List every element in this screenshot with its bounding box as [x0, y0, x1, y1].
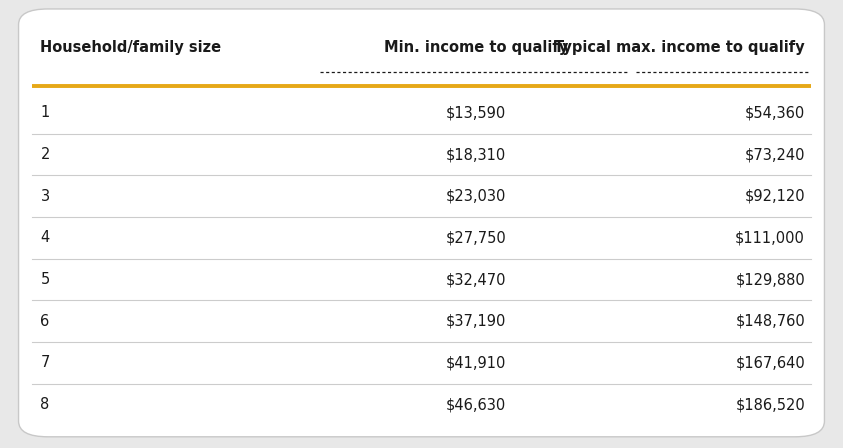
- Text: $27,750: $27,750: [446, 230, 507, 246]
- Text: Min. income to qualify: Min. income to qualify: [384, 39, 568, 55]
- Text: $46,630: $46,630: [446, 397, 507, 412]
- Text: $13,590: $13,590: [446, 105, 507, 121]
- Text: Typical max. income to qualify: Typical max. income to qualify: [555, 39, 805, 55]
- Text: $73,240: $73,240: [744, 147, 805, 162]
- Text: $111,000: $111,000: [735, 230, 805, 246]
- Text: 8: 8: [40, 397, 50, 412]
- Text: 6: 6: [40, 314, 50, 329]
- Text: $37,190: $37,190: [446, 314, 507, 329]
- Text: 5: 5: [40, 272, 50, 287]
- Text: $18,310: $18,310: [446, 147, 507, 162]
- Text: $54,360: $54,360: [745, 105, 805, 121]
- Text: 7: 7: [40, 355, 50, 370]
- Text: 2: 2: [40, 147, 50, 162]
- Text: 1: 1: [40, 105, 50, 121]
- Text: Household/family size: Household/family size: [40, 39, 222, 55]
- Text: $92,120: $92,120: [744, 189, 805, 204]
- Text: $41,910: $41,910: [446, 355, 507, 370]
- Text: $23,030: $23,030: [446, 189, 507, 204]
- FancyBboxPatch shape: [19, 9, 824, 437]
- Text: 4: 4: [40, 230, 50, 246]
- Text: $32,470: $32,470: [446, 272, 507, 287]
- Text: $167,640: $167,640: [735, 355, 805, 370]
- Text: $186,520: $186,520: [735, 397, 805, 412]
- Text: 3: 3: [40, 189, 50, 204]
- Text: $148,760: $148,760: [735, 314, 805, 329]
- Text: $129,880: $129,880: [735, 272, 805, 287]
